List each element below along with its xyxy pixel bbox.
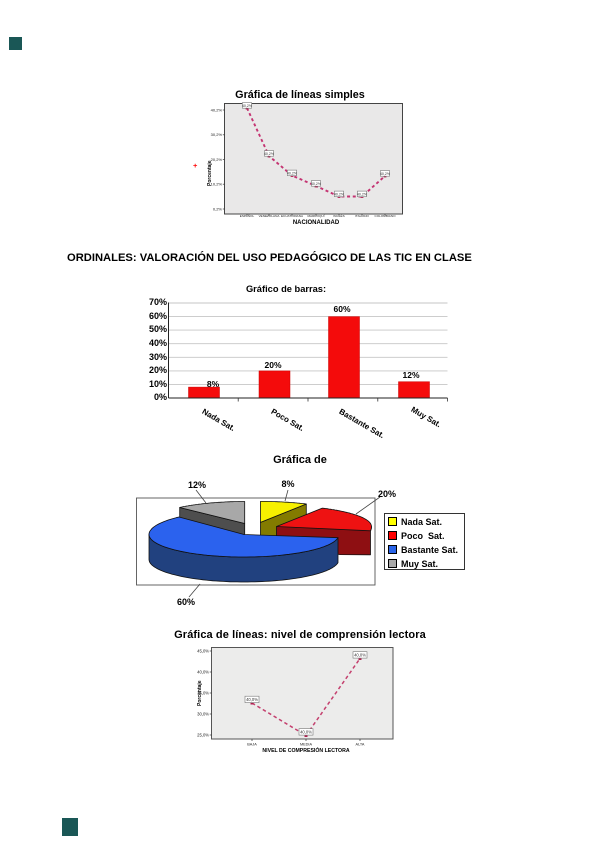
svg-text:40,2%: 40,2% <box>380 172 391 176</box>
svg-text:40,2%: 40,2% <box>311 182 322 186</box>
svg-text:0,2%: 0,2% <box>213 206 223 211</box>
svg-text:MARROQUÍ: MARROQUÍ <box>307 214 324 218</box>
svg-text:VENEZOLANA: VENEZOLANA <box>259 214 281 218</box>
svg-text:30,2%: 30,2% <box>211 132 223 137</box>
svg-text:40,2%: 40,2% <box>242 104 253 108</box>
svg-text:40,2%: 40,2% <box>287 171 298 175</box>
svg-text:ALTA: ALTA <box>356 743 365 747</box>
svg-text:40,2%: 40,2% <box>334 192 345 196</box>
svg-text:40,0%: 40,0% <box>197 669 209 674</box>
svg-text:MEDIA: MEDIA <box>300 743 312 747</box>
svg-text:40,0%: 40,0% <box>300 730 312 735</box>
svg-text:25,0%: 25,0% <box>197 732 209 737</box>
svg-text:40,2%: 40,2% <box>357 192 368 196</box>
svg-text:40,0%: 40,0% <box>246 697 258 702</box>
svg-text:COLOMBIANO: COLOMBIANO <box>375 214 397 218</box>
svg-text:45,0%: 45,0% <box>197 648 209 653</box>
svg-text:40,2%: 40,2% <box>211 107 223 112</box>
svg-text:ITALIANO: ITALIANO <box>355 214 369 218</box>
svg-text:35,0%: 35,0% <box>197 690 209 695</box>
svg-text:40,0%: 40,0% <box>354 653 366 658</box>
svg-text:10,2%: 10,2% <box>211 182 223 187</box>
svg-text:20,2%: 20,2% <box>211 157 223 162</box>
svg-text:BAJA: BAJA <box>247 743 257 747</box>
svg-text:ECUATORIANA: ECUATORIANA <box>281 214 304 218</box>
svg-text:30,0%: 30,0% <box>197 711 209 716</box>
svg-text:40,2%: 40,2% <box>264 152 275 156</box>
